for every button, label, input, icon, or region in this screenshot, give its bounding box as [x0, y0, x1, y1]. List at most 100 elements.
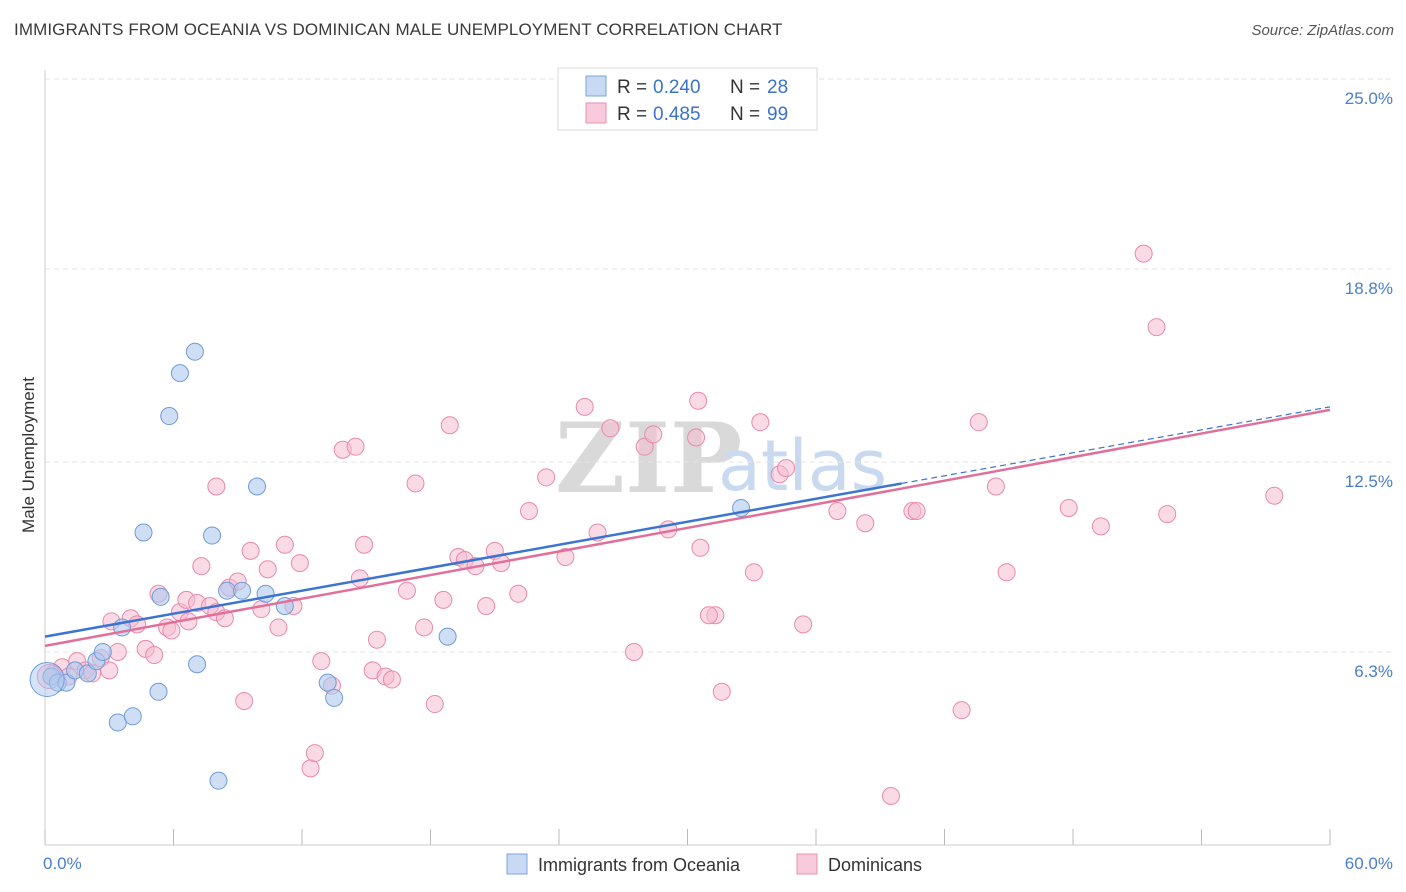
scatter-point-dominicans [269, 618, 288, 637]
scatter-point-dominicans [1134, 244, 1153, 263]
scatter-point-dominicans [644, 425, 663, 444]
bottom-legend-label-dominicans: Dominicans [828, 855, 922, 875]
scatter-point-oceania [78, 664, 97, 683]
x-tick-label: 60.0% [1345, 854, 1393, 873]
scatter-point-dominicans [986, 477, 1005, 496]
scatter-point-dominicans [258, 560, 277, 579]
scatter-point-oceania [93, 642, 112, 661]
scatter-point-dominicans [406, 474, 425, 493]
scatter-point-dominicans [881, 786, 900, 805]
scatter-point-dominicans [477, 597, 496, 616]
legend-n-value-oceania: 28 [767, 77, 788, 98]
scatter-point-oceania [123, 707, 142, 726]
scatter-point-dominicans [382, 670, 401, 689]
scatter-point-dominicans [744, 563, 763, 582]
scatter-point-dominicans [520, 502, 539, 521]
scatter-point-dominicans [635, 437, 654, 456]
scatter-point-dominicans [751, 413, 770, 432]
scatter-point-dominicans [1147, 318, 1166, 337]
scatter-point-dominicans [397, 581, 416, 600]
scatter-point-dominicans [108, 642, 127, 661]
scatter-point-dominicans [556, 547, 575, 566]
y-tick-label: 6.3% [1354, 662, 1393, 681]
scatter-point-dominicans [537, 468, 556, 487]
source-label: Source: ZipAtlas.com [1251, 22, 1394, 39]
scatter-point-dominicans [290, 554, 309, 573]
y-tick-label: 25.0% [1345, 89, 1393, 108]
scatter-point-oceania [248, 477, 267, 496]
scatter-point-dominicans [355, 535, 374, 554]
scatter-point-dominicans [856, 514, 875, 533]
scatter-point-dominicans [689, 391, 708, 410]
watermark-atlas: atlas [718, 425, 887, 507]
watermark-zip: ZIP [555, 402, 742, 515]
scatter-point-dominicans [969, 413, 988, 432]
trend-line-oceania [44, 482, 902, 638]
scatter-point-oceania [134, 523, 153, 542]
scatter-point-dominicans [301, 759, 320, 778]
legend: R = 0.240 N = 28 R = 0.485 N = 99 [557, 67, 818, 131]
scatter-point-dominicans [275, 535, 294, 554]
scatter-point-dominicans [440, 416, 459, 435]
y-axis-label: Male Unemployment [19, 377, 38, 533]
scatter-point-dominicans [794, 615, 813, 634]
scatter-point-dominicans [207, 477, 226, 496]
scatter-point-oceania [318, 673, 337, 692]
scatter-point-oceania [160, 407, 179, 426]
scatter-point-dominicans [777, 459, 796, 478]
x-tick-labels: 0.0% 60.0% [43, 854, 1393, 873]
trend-lines [44, 406, 1331, 648]
bottom-legend-swatch-oceania [506, 853, 528, 875]
scatter-point-oceania [438, 627, 457, 646]
scatter-point-oceania [218, 581, 237, 600]
scatter-cluster-oceania [29, 662, 65, 698]
scatter-point-dominicans [235, 691, 254, 710]
scatter-point-oceania [209, 771, 228, 790]
x-ticks [44, 829, 1331, 845]
legend-n-label-dominicans: N = [730, 104, 760, 125]
legend-r-label-oceania: R = [617, 77, 647, 98]
trend-line-dominicans [44, 408, 1331, 648]
scatter-point-dominicans [1265, 486, 1284, 505]
scatter-point-dominicans [509, 584, 528, 603]
scatter-point-dominicans [145, 646, 164, 665]
scatter-point-oceania [108, 713, 127, 732]
scatter-point-dominicans [434, 590, 453, 609]
series-oceania-points [29, 342, 751, 790]
scatter-point-dominicans [601, 419, 620, 438]
scatter-point-dominicans [712, 682, 731, 701]
scatter-point-oceania [188, 655, 207, 674]
legend-swatch-oceania [585, 75, 607, 97]
scatter-point-dominicans [100, 661, 119, 680]
scatter-point-dominicans [997, 563, 1016, 582]
y-tick-label: 18.8% [1345, 279, 1393, 298]
scatter-point-dominicans [192, 557, 211, 576]
legend-r-value-oceania: 0.240 [653, 77, 701, 98]
scatter-point-dominicans [828, 502, 847, 521]
legend-r-label-dominicans: R = [617, 104, 647, 125]
scatter-point-oceania [203, 526, 222, 545]
scatter-point-oceania [233, 581, 252, 600]
scatter-point-dominicans [1158, 505, 1177, 524]
scatter-point-oceania [185, 342, 204, 361]
scatter-point-oceania [325, 688, 344, 707]
scatter-point-dominicans [691, 538, 710, 557]
scatter-point-oceania [256, 584, 275, 603]
scatter-point-dominicans [305, 744, 324, 763]
scatter-point-oceania [170, 364, 189, 383]
scatter-point-dominicans [952, 701, 971, 720]
gridlines [45, 78, 1395, 653]
scatter-point-dominicans [575, 397, 594, 416]
scatter-point-dominicans [312, 652, 331, 671]
chart-title: IMMIGRANTS FROM OCEANIA VS DOMINICAN MAL… [14, 20, 783, 39]
bottom-legend: Immigrants from Oceania Dominicans [506, 853, 922, 875]
scatter-point-dominicans [425, 695, 444, 714]
scatter-point-dominicans [241, 541, 260, 560]
scatter-point-dominicans [699, 606, 718, 625]
y-tick-label: 12.5% [1345, 472, 1393, 491]
watermark: ZIP atlas [555, 402, 887, 515]
legend-swatch-dominicans [585, 102, 607, 124]
scatter-point-dominicans [346, 437, 365, 456]
scatter-point-oceania [151, 587, 170, 606]
bottom-legend-label-oceania: Immigrants from Oceania [538, 855, 741, 875]
